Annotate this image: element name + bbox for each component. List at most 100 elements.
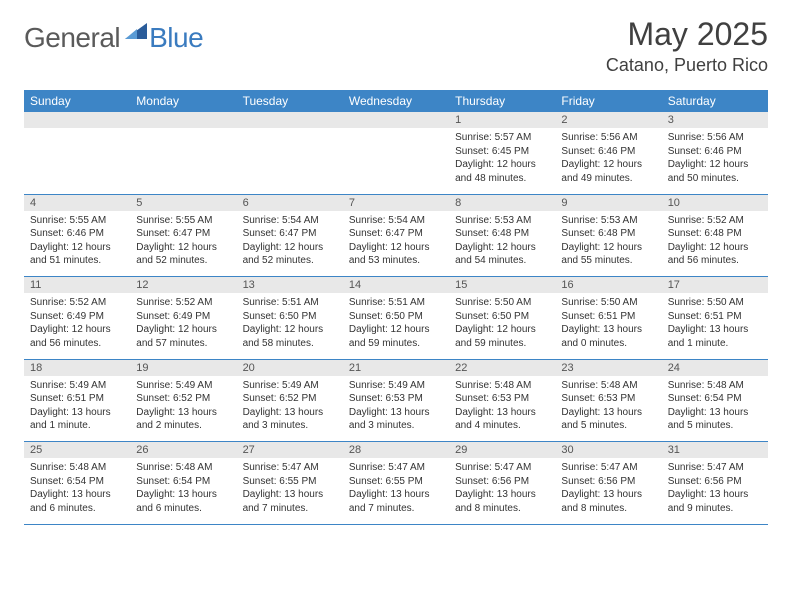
sunset-text: Sunset: 6:49 PM bbox=[30, 310, 124, 324]
day-cell: Sunrise: 5:51 AM Sunset: 6:50 PM Dayligh… bbox=[343, 293, 449, 359]
day-num: 10 bbox=[662, 194, 768, 211]
daylight-text: Daylight: 12 hours bbox=[136, 241, 230, 255]
daylight-text: Daylight: 13 hours bbox=[30, 488, 124, 502]
sunset-text: Sunset: 6:47 PM bbox=[349, 227, 443, 241]
daylight-text: Daylight: 13 hours bbox=[243, 406, 337, 420]
sunset-text: Sunset: 6:54 PM bbox=[30, 475, 124, 489]
daylight-text: Daylight: 12 hours bbox=[136, 323, 230, 337]
sunrise-text: Sunrise: 5:48 AM bbox=[30, 461, 124, 475]
sunset-text: Sunset: 6:52 PM bbox=[136, 392, 230, 406]
day-cell: Sunrise: 5:55 AM Sunset: 6:46 PM Dayligh… bbox=[24, 211, 130, 277]
day-cell bbox=[237, 128, 343, 194]
daylight-text: and 3 minutes. bbox=[349, 419, 443, 433]
sunrise-text: Sunrise: 5:47 AM bbox=[561, 461, 655, 475]
daylight-text: Daylight: 12 hours bbox=[561, 241, 655, 255]
daylight-text: and 53 minutes. bbox=[349, 254, 443, 268]
day-num bbox=[343, 112, 449, 128]
day-cell bbox=[343, 128, 449, 194]
daylight-text: Daylight: 12 hours bbox=[455, 323, 549, 337]
day-cell: Sunrise: 5:47 AM Sunset: 6:55 PM Dayligh… bbox=[343, 458, 449, 524]
day-cell: Sunrise: 5:47 AM Sunset: 6:55 PM Dayligh… bbox=[237, 458, 343, 524]
day-num: 6 bbox=[237, 194, 343, 211]
daylight-text: Daylight: 13 hours bbox=[561, 406, 655, 420]
day-cell: Sunrise: 5:50 AM Sunset: 6:51 PM Dayligh… bbox=[662, 293, 768, 359]
daylight-text: and 52 minutes. bbox=[136, 254, 230, 268]
sunrise-text: Sunrise: 5:56 AM bbox=[561, 131, 655, 145]
daylight-text: and 5 minutes. bbox=[561, 419, 655, 433]
day-cell: Sunrise: 5:49 AM Sunset: 6:52 PM Dayligh… bbox=[130, 376, 236, 442]
sunrise-text: Sunrise: 5:52 AM bbox=[30, 296, 124, 310]
day-num: 13 bbox=[237, 277, 343, 294]
week-3-cells: Sunrise: 5:49 AM Sunset: 6:51 PM Dayligh… bbox=[24, 376, 768, 442]
day-header-saturday: Saturday bbox=[662, 90, 768, 112]
day-cell: Sunrise: 5:49 AM Sunset: 6:51 PM Dayligh… bbox=[24, 376, 130, 442]
day-cell: Sunrise: 5:52 AM Sunset: 6:49 PM Dayligh… bbox=[130, 293, 236, 359]
sunset-text: Sunset: 6:51 PM bbox=[30, 392, 124, 406]
daylight-text: Daylight: 13 hours bbox=[561, 488, 655, 502]
daylight-text: Daylight: 13 hours bbox=[136, 406, 230, 420]
day-num: 21 bbox=[343, 359, 449, 376]
daylight-text: and 6 minutes. bbox=[136, 502, 230, 516]
title-block: May 2025 Catano, Puerto Rico bbox=[606, 16, 768, 76]
day-cell bbox=[24, 128, 130, 194]
day-num: 19 bbox=[130, 359, 236, 376]
day-num: 8 bbox=[449, 194, 555, 211]
day-cell: Sunrise: 5:50 AM Sunset: 6:51 PM Dayligh… bbox=[555, 293, 661, 359]
day-num: 28 bbox=[343, 442, 449, 459]
day-num: 16 bbox=[555, 277, 661, 294]
daylight-text: and 1 minute. bbox=[30, 419, 124, 433]
sunset-text: Sunset: 6:54 PM bbox=[668, 392, 762, 406]
day-num: 27 bbox=[237, 442, 343, 459]
day-num: 2 bbox=[555, 112, 661, 128]
day-num: 22 bbox=[449, 359, 555, 376]
day-cell: Sunrise: 5:56 AM Sunset: 6:46 PM Dayligh… bbox=[662, 128, 768, 194]
sunset-text: Sunset: 6:54 PM bbox=[136, 475, 230, 489]
daylight-text: Daylight: 12 hours bbox=[455, 241, 549, 255]
sunrise-text: Sunrise: 5:47 AM bbox=[349, 461, 443, 475]
daylight-text: Daylight: 13 hours bbox=[136, 488, 230, 502]
daylight-text: Daylight: 13 hours bbox=[30, 406, 124, 420]
day-cell: Sunrise: 5:49 AM Sunset: 6:53 PM Dayligh… bbox=[343, 376, 449, 442]
daylight-text: and 8 minutes. bbox=[455, 502, 549, 516]
sunrise-text: Sunrise: 5:48 AM bbox=[136, 461, 230, 475]
daylight-text: and 56 minutes. bbox=[668, 254, 762, 268]
day-cell bbox=[130, 128, 236, 194]
day-num: 15 bbox=[449, 277, 555, 294]
sunset-text: Sunset: 6:48 PM bbox=[561, 227, 655, 241]
day-cell: Sunrise: 5:47 AM Sunset: 6:56 PM Dayligh… bbox=[449, 458, 555, 524]
week-1-nums: 4 5 6 7 8 9 10 bbox=[24, 194, 768, 211]
sunset-text: Sunset: 6:49 PM bbox=[136, 310, 230, 324]
daylight-text: Daylight: 13 hours bbox=[349, 488, 443, 502]
sunrise-text: Sunrise: 5:47 AM bbox=[668, 461, 762, 475]
daylight-text: Daylight: 12 hours bbox=[668, 241, 762, 255]
day-cell: Sunrise: 5:53 AM Sunset: 6:48 PM Dayligh… bbox=[555, 211, 661, 277]
daylight-text: Daylight: 13 hours bbox=[668, 488, 762, 502]
sunrise-text: Sunrise: 5:57 AM bbox=[455, 131, 549, 145]
day-cell: Sunrise: 5:48 AM Sunset: 6:53 PM Dayligh… bbox=[555, 376, 661, 442]
sunrise-text: Sunrise: 5:52 AM bbox=[136, 296, 230, 310]
sunset-text: Sunset: 6:55 PM bbox=[243, 475, 337, 489]
day-num: 29 bbox=[449, 442, 555, 459]
day-num: 24 bbox=[662, 359, 768, 376]
sunrise-text: Sunrise: 5:51 AM bbox=[243, 296, 337, 310]
sunrise-text: Sunrise: 5:50 AM bbox=[561, 296, 655, 310]
day-num: 31 bbox=[662, 442, 768, 459]
sunset-text: Sunset: 6:55 PM bbox=[349, 475, 443, 489]
daylight-text: Daylight: 13 hours bbox=[243, 488, 337, 502]
logo-sail-icon bbox=[123, 21, 149, 41]
logo: General Blue bbox=[24, 16, 203, 54]
sunrise-text: Sunrise: 5:47 AM bbox=[455, 461, 549, 475]
day-header-row: Sunday Monday Tuesday Wednesday Thursday… bbox=[24, 90, 768, 112]
sunset-text: Sunset: 6:48 PM bbox=[668, 227, 762, 241]
daylight-text: and 51 minutes. bbox=[30, 254, 124, 268]
daylight-text: Daylight: 13 hours bbox=[561, 323, 655, 337]
day-num: 17 bbox=[662, 277, 768, 294]
day-cell: Sunrise: 5:48 AM Sunset: 6:53 PM Dayligh… bbox=[449, 376, 555, 442]
sunset-text: Sunset: 6:50 PM bbox=[243, 310, 337, 324]
daylight-text: and 54 minutes. bbox=[455, 254, 549, 268]
daylight-text: and 6 minutes. bbox=[30, 502, 124, 516]
sunrise-text: Sunrise: 5:55 AM bbox=[30, 214, 124, 228]
daylight-text: and 48 minutes. bbox=[455, 172, 549, 186]
sunset-text: Sunset: 6:46 PM bbox=[668, 145, 762, 159]
sunrise-text: Sunrise: 5:49 AM bbox=[136, 379, 230, 393]
